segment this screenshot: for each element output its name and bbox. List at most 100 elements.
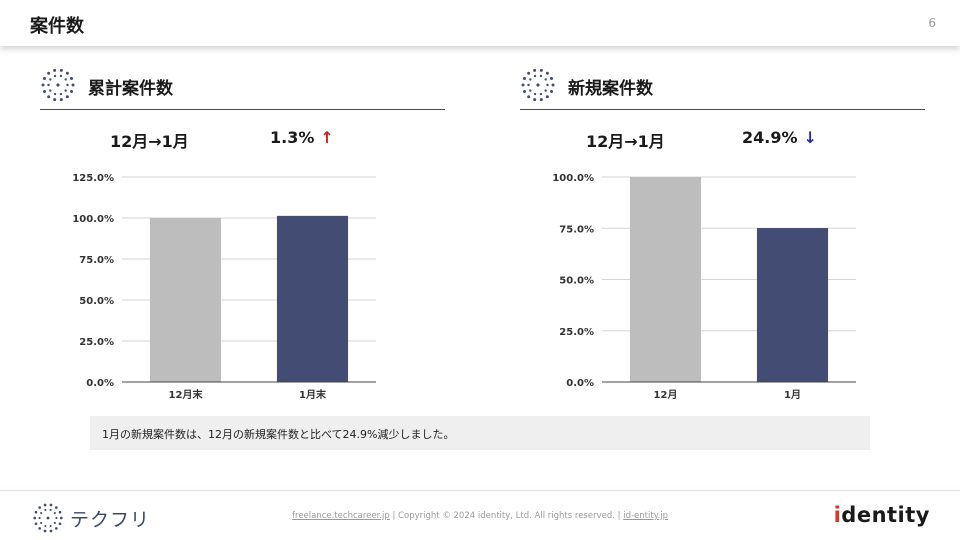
logo-dot — [49, 508, 52, 512]
logo-dot — [49, 524, 52, 528]
bar — [629, 177, 702, 382]
section-title: 新規案件数 — [568, 79, 653, 99]
logo-dot — [539, 98, 543, 102]
logo-dot — [545, 95, 549, 99]
y-tick-label: 50.0% — [79, 296, 114, 307]
new-cases-bar-chart: 0.0% 25.0% 50.0% 75.0% 100.0% 12月 1月 — [552, 173, 856, 401]
logo-dot — [60, 516, 63, 520]
footer-brand: テクフリ — [70, 509, 151, 531]
logo-dot — [66, 83, 69, 87]
logo-dot — [546, 83, 549, 87]
x-tick-label: 12月 — [654, 389, 678, 401]
logo-dot — [65, 95, 69, 99]
logo-dot — [43, 529, 47, 533]
logo-dot — [529, 89, 532, 92]
logo-dot — [55, 516, 58, 520]
company-logo-rest: dentity — [841, 503, 930, 527]
dots-logo-icon — [521, 68, 555, 102]
logo-dot — [53, 68, 57, 72]
logo-dot — [539, 68, 543, 72]
period-label: 12月→1月 — [110, 132, 189, 151]
company-link[interactable]: id-entity.jp — [623, 511, 668, 521]
y-tick-label: 75.0% — [79, 255, 114, 266]
logo-dot — [49, 529, 53, 533]
y-tick-label: 0.0% — [566, 378, 594, 389]
logo-dot — [529, 78, 532, 81]
logo-dot — [41, 83, 45, 87]
x-tick-label: 1月末 — [299, 388, 327, 401]
y-tick-label: 50.0% — [559, 276, 594, 287]
logo-dot — [54, 527, 58, 530]
company-logo: identity — [834, 503, 930, 527]
logo-dot — [33, 516, 36, 520]
logo-dot — [46, 516, 50, 520]
logo-dot — [42, 90, 46, 94]
logo-dot — [539, 74, 543, 78]
logo-dot — [527, 83, 530, 87]
y-tick-label: 0.0% — [86, 378, 114, 389]
logo-dot — [522, 90, 526, 94]
arrow-down-icon: ↓ — [803, 128, 817, 147]
logo-dot — [533, 74, 537, 78]
logo-dot — [56, 83, 60, 87]
y-tick-label: 75.0% — [559, 224, 594, 235]
y-tick-label: 25.0% — [559, 327, 594, 338]
cumulative-bar-chart: 0.0% 25.0% 50.0% 75.0% 100.0% 125.0% 12月末 1月末 — [72, 173, 376, 401]
logo-dot — [53, 521, 56, 525]
logo-dot — [59, 74, 63, 78]
logo-dot — [59, 68, 63, 72]
bar — [149, 218, 222, 382]
logo-dot — [533, 98, 537, 102]
x-tick-label: 1月 — [784, 389, 801, 401]
footer-separator: | — [617, 511, 621, 521]
logo-dot — [47, 71, 51, 75]
logo-dot — [49, 503, 53, 507]
logo-dot — [522, 76, 526, 80]
y-tick-label: 125.0% — [72, 173, 114, 184]
period-label: 12月→1月 — [586, 132, 665, 151]
logo-dot — [44, 524, 47, 528]
section-title: 累計案件数 — [88, 79, 173, 99]
logo-dot — [43, 503, 47, 507]
logo-dot — [550, 76, 554, 80]
footer-center: freelance.techcareer.jp | Copyright © 20… — [0, 511, 960, 521]
logo-dot — [527, 95, 531, 99]
logo-dot — [49, 78, 52, 81]
logo-dot — [42, 76, 46, 80]
bar — [276, 215, 349, 382]
dots-logo-icon — [41, 68, 75, 102]
logo-dot — [44, 508, 47, 512]
logo-dot — [521, 83, 525, 87]
y-tick-label: 25.0% — [79, 337, 114, 348]
logo-dot — [64, 78, 67, 81]
logo-dot — [34, 510, 38, 514]
logo-dot — [38, 506, 42, 509]
header-bar: 案件数 6 — [0, 0, 960, 46]
arrow-up-icon: ↑ — [320, 128, 334, 147]
logo-dot — [47, 95, 51, 99]
footer-separator: | — [392, 511, 396, 521]
logo-dot — [527, 71, 531, 75]
bar — [756, 228, 829, 382]
logo-dot — [38, 527, 42, 530]
summary-note: 1月の新規案件数は、12月の新規案件数と比べて24.9%減少しました。 — [90, 416, 870, 450]
logo-dot — [59, 98, 63, 102]
logo-dot — [70, 76, 74, 80]
logo-dot — [59, 92, 63, 96]
logo-dot — [533, 92, 537, 96]
change-value: 1.3% — [270, 128, 315, 147]
logo-dot — [53, 92, 57, 96]
logo-dot — [545, 71, 549, 75]
logo-dot — [533, 68, 537, 72]
site-link[interactable]: freelance.techcareer.jp — [292, 511, 390, 521]
logo-dot — [544, 89, 547, 92]
logo-dot — [58, 510, 62, 514]
change-metric: 24.9% ↓ — [742, 128, 817, 147]
logo-dot — [544, 78, 547, 81]
change-value: 24.9% — [742, 128, 798, 147]
logo-dot — [550, 90, 554, 94]
logo-dot — [70, 90, 74, 94]
footer-divider — [0, 490, 960, 491]
logo-dot — [536, 83, 540, 87]
logo-dot — [54, 506, 58, 509]
